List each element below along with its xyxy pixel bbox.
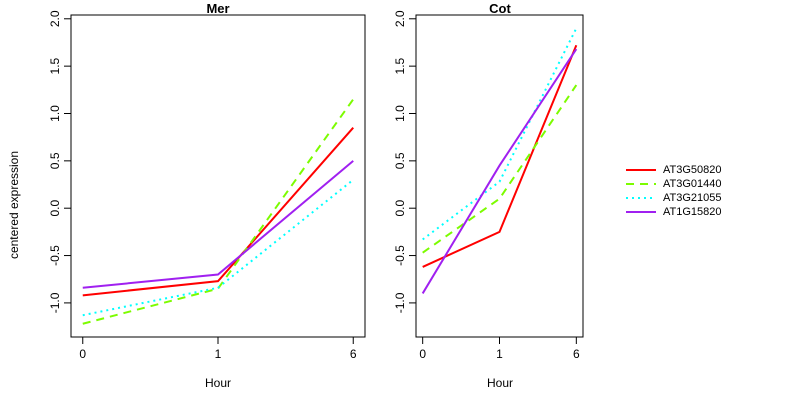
series-line-AT1G15820 bbox=[421, 48, 578, 294]
x-axis-label-mer: Hour bbox=[204, 376, 232, 390]
y-tick-label: 0.5 bbox=[48, 152, 62, 169]
x-axis-label-cot: Hour bbox=[486, 376, 514, 390]
y-tick-label: 2.0 bbox=[48, 10, 62, 27]
series-line-AT3G50820 bbox=[422, 44, 578, 268]
series-line-AT3G21055 bbox=[422, 27, 578, 241]
x-tick-label: 0 bbox=[419, 347, 426, 361]
legend-label: AT3G21055 bbox=[663, 192, 722, 204]
legend-item-AT1G15820: AT1G15820 bbox=[626, 206, 722, 218]
y-tick-label: 0.0 bbox=[48, 200, 62, 217]
panel-title-cot: Cot bbox=[489, 1, 511, 16]
series-line-AT3G21055 bbox=[82, 179, 354, 317]
x-tick-label: 0 bbox=[79, 347, 86, 361]
legend-line-icon bbox=[626, 197, 656, 199]
legend: AT3G50820 AT3G01440 AT3G21055 AT1G15820 bbox=[626, 164, 722, 218]
legend-line-icon bbox=[626, 169, 656, 171]
plot-box-Mer bbox=[70, 14, 366, 338]
legend-line-icon bbox=[626, 211, 656, 213]
y-tick-label: -0.5 bbox=[48, 245, 62, 266]
panel-title-mer: Mer bbox=[206, 1, 230, 16]
y-tick-label: 0.5 bbox=[393, 152, 407, 169]
series-line-AT3G01440 bbox=[82, 98, 355, 325]
x-tick-label: 1 bbox=[496, 347, 503, 361]
y-tick-label: 1.5 bbox=[393, 57, 407, 74]
series-line-AT3G01440 bbox=[422, 84, 578, 254]
y-tick-label: 2.0 bbox=[393, 10, 407, 27]
legend-label: AT3G01440 bbox=[663, 178, 722, 190]
legend-item-AT3G01440: AT3G01440 bbox=[626, 178, 722, 190]
legend-label: AT1G15820 bbox=[663, 206, 722, 218]
y-tick-label: -1.0 bbox=[393, 292, 407, 313]
series-line-AT3G50820 bbox=[82, 127, 354, 297]
x-tick-label: 6 bbox=[573, 347, 580, 361]
y-axis-label: centered expression bbox=[7, 150, 21, 260]
y-tick-label: -0.5 bbox=[393, 245, 407, 266]
legend-item-AT3G50820: AT3G50820 bbox=[626, 164, 722, 176]
legend-label: AT3G50820 bbox=[663, 164, 722, 176]
y-tick-label: 1.0 bbox=[393, 105, 407, 122]
y-tick-label: 1.5 bbox=[48, 57, 62, 74]
legend-line-icon bbox=[626, 183, 656, 185]
x-tick-label: 6 bbox=[350, 347, 357, 361]
x-tick-label: 1 bbox=[215, 347, 222, 361]
y-tick-label: -1.0 bbox=[48, 292, 62, 313]
series-line-AT1G15820 bbox=[82, 160, 354, 289]
y-tick-label: 0.0 bbox=[393, 200, 407, 217]
legend-item-AT3G21055: AT3G21055 bbox=[626, 192, 722, 204]
y-tick-label: 1.0 bbox=[48, 105, 62, 122]
